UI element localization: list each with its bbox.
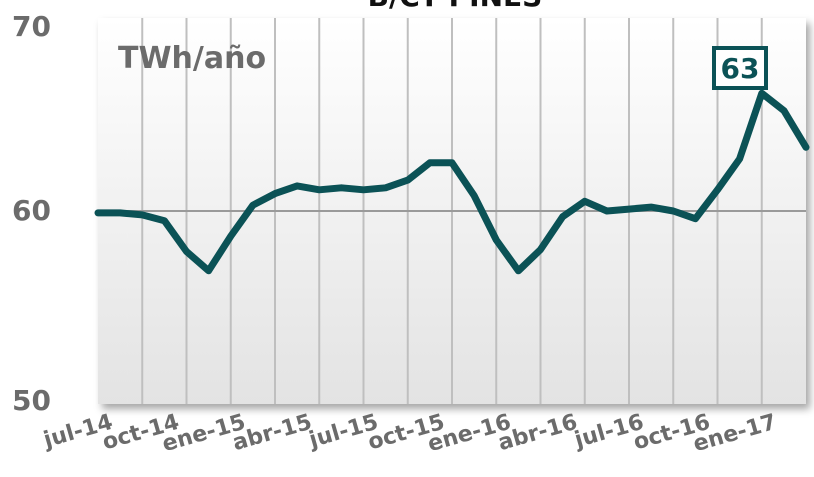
y-tick-60: 60 bbox=[12, 194, 51, 227]
chart-title: B/CT PINES bbox=[368, 0, 543, 13]
y-tick-50: 50 bbox=[12, 384, 51, 417]
annotation-label: 63 bbox=[721, 52, 760, 85]
gridlines bbox=[98, 18, 806, 404]
unit-label: TWh/año bbox=[118, 41, 266, 76]
annotation-badge: 63 bbox=[712, 46, 768, 90]
y-tick-70: 70 bbox=[12, 10, 51, 43]
series-line bbox=[94, 89, 810, 275]
annotation-box bbox=[712, 46, 768, 90]
x-axis-ticks: jul-14oct-14ene-15abr-15jul-15oct-15ene-… bbox=[40, 410, 779, 458]
